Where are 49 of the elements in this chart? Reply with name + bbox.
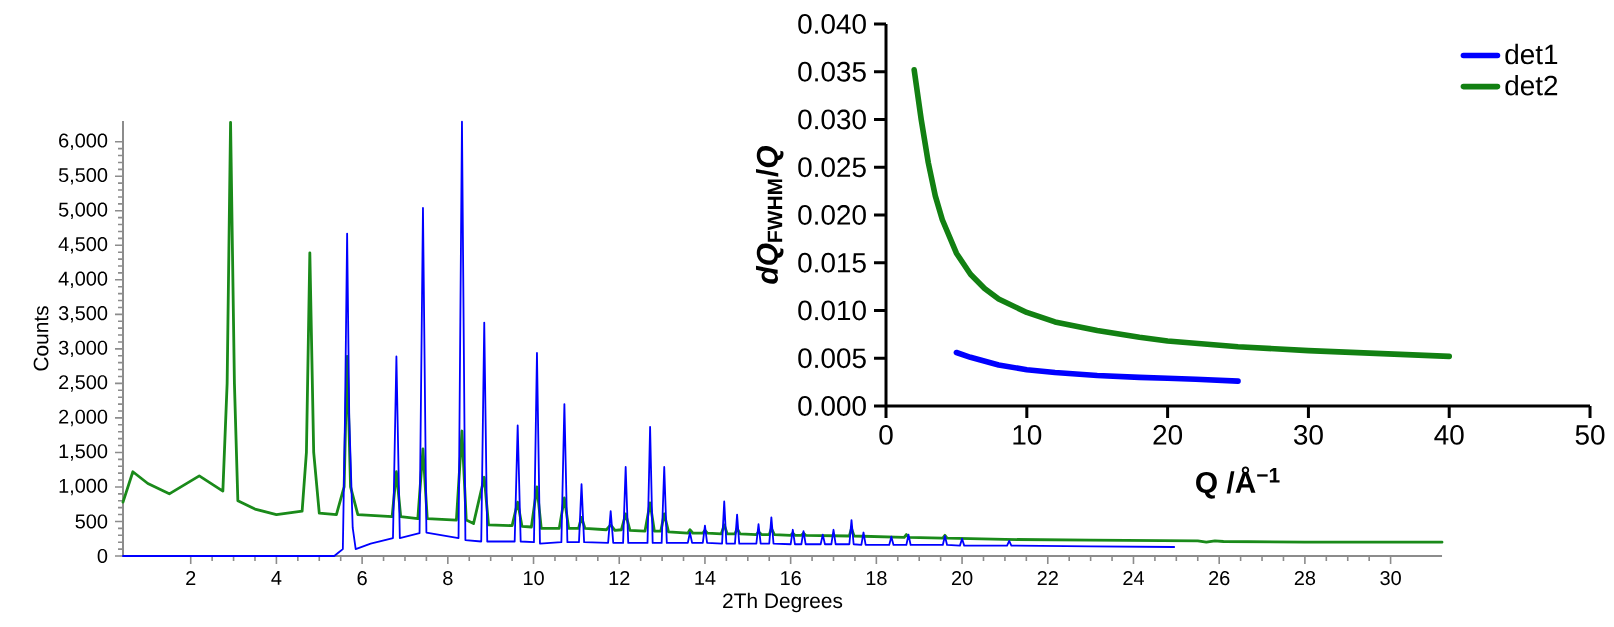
x-tick-label: 40 xyxy=(1434,425,1464,445)
x-tick-label: 30 xyxy=(1380,571,1401,586)
y-tick-label: 4,000 xyxy=(58,271,108,289)
y-axis-title: Counts xyxy=(33,306,49,371)
y-tick-label: 4,500 xyxy=(58,237,108,254)
x-tick-label: 50 xyxy=(1575,425,1605,445)
x-tick-label: 10 xyxy=(523,571,544,586)
y-tick-label: 0.015 xyxy=(798,252,866,273)
y-tick-label: 6,000 xyxy=(59,133,108,150)
x-axis-title: Q /Å$^{−1}$ xyxy=(1196,466,1280,499)
x-axis-title: 2Th Degrees xyxy=(723,592,843,613)
x-tick-label: 14 xyxy=(695,571,716,585)
x-tick-label: 22 xyxy=(1037,571,1058,585)
x-tick-label: 20 xyxy=(1153,425,1183,445)
y-tick-label: 5,000 xyxy=(58,202,108,220)
y-tick-label: 0.030 xyxy=(798,109,866,130)
legend-label: det2 xyxy=(1505,75,1558,96)
y-tick-label: 5,500 xyxy=(58,168,108,185)
y-tick-label: 500 xyxy=(75,514,108,529)
legend-label: det1 xyxy=(1505,43,1558,65)
y-tick-label: 0.040 xyxy=(798,14,866,34)
y-tick-label: 2,000 xyxy=(59,409,108,427)
y-tick-label: 0.035 xyxy=(798,61,866,82)
y-tick-label: 0.020 xyxy=(798,205,866,225)
x-tick-label: 26 xyxy=(1209,571,1230,586)
y-tick-label: 0.005 xyxy=(798,348,866,369)
x-tick-label: 24 xyxy=(1123,571,1144,585)
x-tick-label: 4 xyxy=(271,571,282,585)
y-tick-label: 2,500 xyxy=(59,375,108,392)
y-axis-title: dQ$_{FWHM}$/Q xyxy=(755,145,784,284)
x-tick-label: 28 xyxy=(1294,571,1316,586)
y-tick-label: 0.000 xyxy=(798,396,866,416)
x-tick-label: 20 xyxy=(951,571,973,586)
y-tick-label: 3,500 xyxy=(58,306,108,323)
x-tick-label: 16 xyxy=(781,571,801,586)
x-tick-label: 10 xyxy=(1013,425,1042,445)
y-tick-label: 1,000 xyxy=(59,478,108,496)
x-tick-label: 18 xyxy=(866,571,887,586)
x-tick-label: 8 xyxy=(443,571,453,586)
y-tick-label: 0 xyxy=(97,548,108,564)
y-tick-label: 3,000 xyxy=(58,340,108,358)
x-tick-label: 2 xyxy=(186,571,196,585)
x-tick-label: 30 xyxy=(1293,425,1323,445)
y-tick-label: 0.025 xyxy=(798,157,866,178)
y-tick-label: 0.010 xyxy=(798,300,866,321)
x-tick-label: 0 xyxy=(879,425,893,445)
x-tick-label: 6 xyxy=(357,571,367,586)
x-tick-label: 12 xyxy=(609,571,630,585)
y-tick-label: 1,500 xyxy=(59,444,108,461)
